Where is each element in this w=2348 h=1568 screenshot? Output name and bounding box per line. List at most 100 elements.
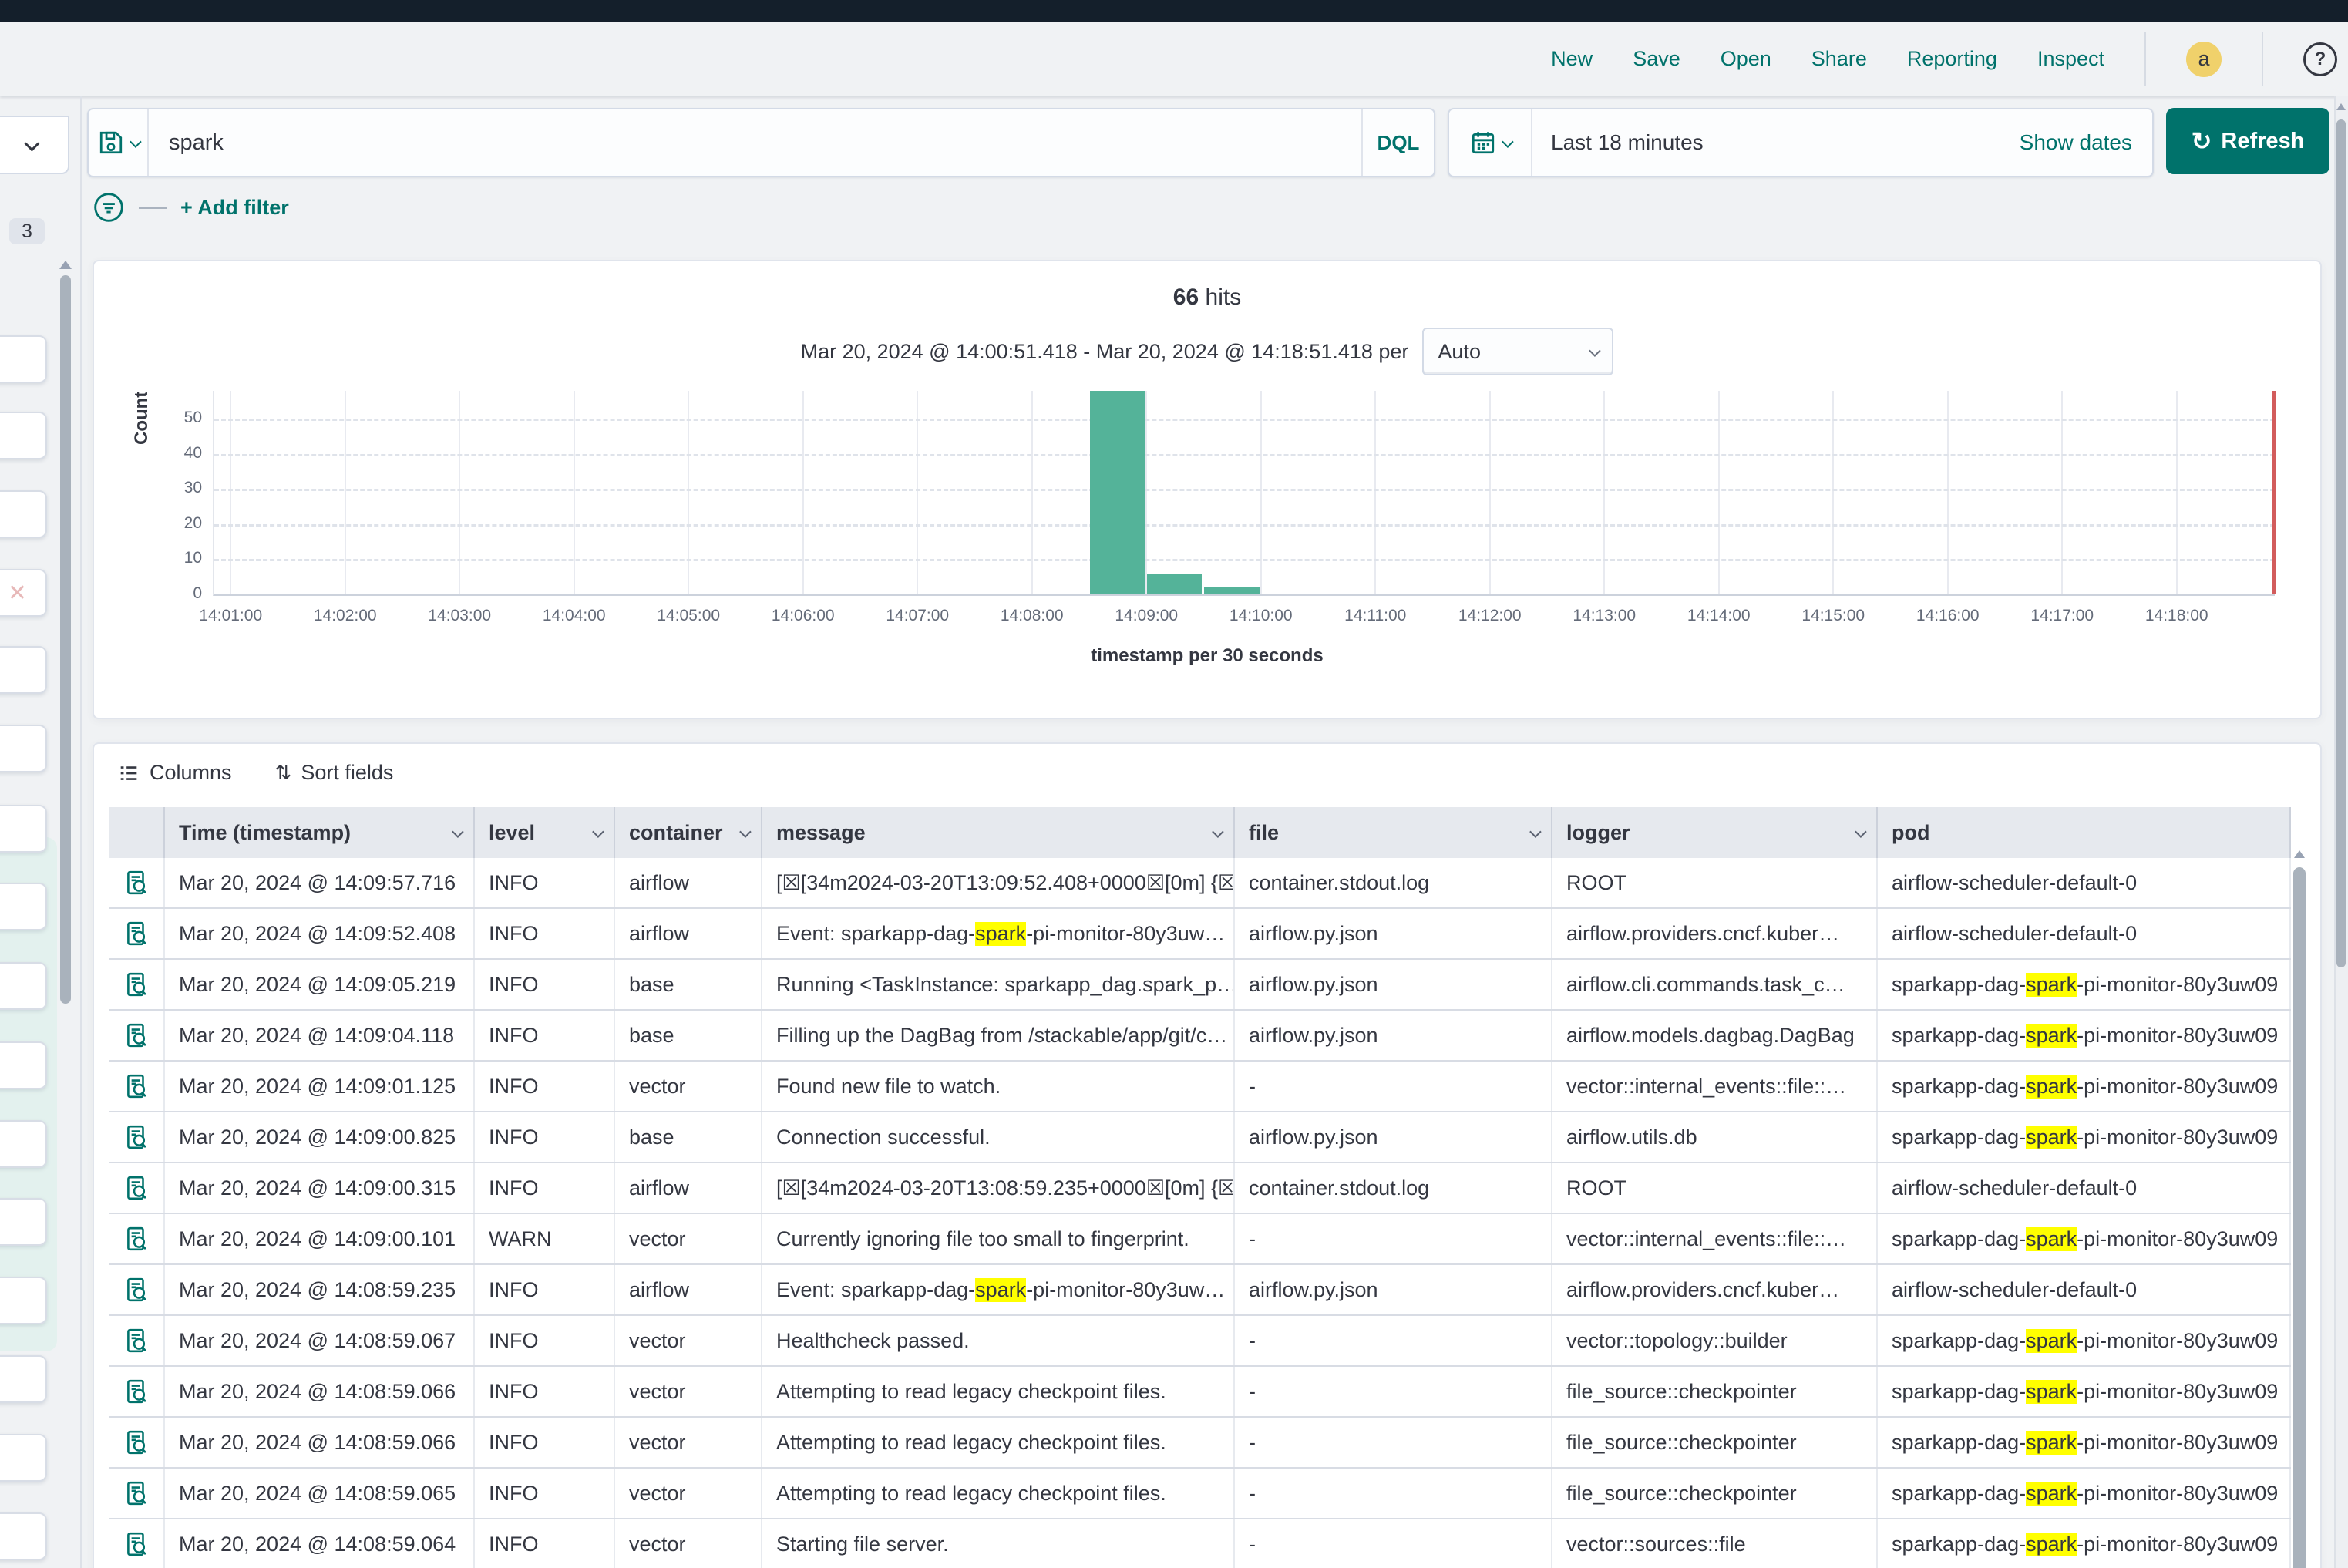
y-tick-label: 20 xyxy=(159,514,202,533)
sidebar-field-card[interactable]: ✕ xyxy=(0,569,47,617)
expand-row-button[interactable] xyxy=(109,1112,165,1162)
sidebar-field-card[interactable] xyxy=(0,490,47,538)
sidebar-field-card[interactable] xyxy=(0,962,47,1010)
expand-row-button[interactable] xyxy=(109,1418,165,1467)
column-header-label: pod xyxy=(1892,821,1929,845)
sidebar-scroll-up-arrow[interactable] xyxy=(59,261,72,269)
table-scroll-up-arrow[interactable] xyxy=(2294,850,2305,858)
chevron-down-icon[interactable] xyxy=(1529,826,1542,838)
nav-new-button[interactable]: New xyxy=(1551,47,1593,71)
chevron-down-icon[interactable] xyxy=(1855,826,1867,838)
chevron-down-icon[interactable] xyxy=(1212,826,1224,838)
discover-page: NewSaveOpenShareReportingInspect a ? 3 ✕… xyxy=(0,0,2348,1568)
columns-button[interactable]: Columns xyxy=(117,761,232,785)
sidebar-field-card[interactable] xyxy=(0,646,47,694)
expand-row-button[interactable] xyxy=(109,1163,165,1213)
cell-pod: sparkapp-dag-spark-pi-monitor-80y3uw09 xyxy=(1878,1316,2291,1365)
histogram-bar[interactable] xyxy=(1147,574,1202,594)
x-gridline xyxy=(1031,391,1033,594)
expand-row-button[interactable] xyxy=(109,1265,165,1314)
expand-row-button[interactable] xyxy=(109,1011,165,1060)
sidebar-collapse-button[interactable] xyxy=(0,116,69,174)
expand-row-button[interactable] xyxy=(109,960,165,1009)
x-gridline xyxy=(688,391,689,594)
filter-icon[interactable] xyxy=(93,191,125,224)
column-header-logger[interactable]: logger xyxy=(1552,807,1878,858)
show-dates-button[interactable]: Show dates xyxy=(2020,130,2152,155)
remove-field-icon[interactable]: ✕ xyxy=(8,580,27,607)
expand-row-button[interactable] xyxy=(109,1062,165,1111)
sidebar-field-card[interactable] xyxy=(0,412,47,459)
inspect-document-icon xyxy=(123,1022,150,1048)
table-scrollbar[interactable] xyxy=(2293,867,2306,1568)
nav-share-button[interactable]: Share xyxy=(1811,47,1867,71)
column-header-pod[interactable]: pod xyxy=(1878,807,2291,858)
sidebar-field-card[interactable] xyxy=(0,1198,47,1246)
quick-select-menu-button[interactable] xyxy=(1449,109,1532,176)
sort-fields-button[interactable]: ⇅ Sort fields xyxy=(275,761,394,785)
nav-save-button[interactable]: Save xyxy=(1633,47,1680,71)
search-input[interactable]: spark xyxy=(149,130,1361,156)
expand-row-button[interactable] xyxy=(109,1316,165,1365)
sidebar-scrollbar[interactable] xyxy=(60,275,71,1004)
column-header-container[interactable]: container xyxy=(615,807,762,858)
histogram-bar[interactable] xyxy=(1204,587,1259,594)
interval-select[interactable]: Auto xyxy=(1422,328,1613,375)
columns-list-icon xyxy=(117,762,140,785)
cell-logger: airflow.models.dagbag.DagBag xyxy=(1552,1011,1878,1060)
help-icon[interactable]: ? xyxy=(2303,42,2337,76)
sidebar-field-card[interactable] xyxy=(0,335,47,383)
column-header-message[interactable]: message xyxy=(762,807,1235,858)
sidebar-field-card[interactable] xyxy=(0,1041,47,1089)
sidebar-field-card[interactable] xyxy=(0,805,47,853)
page-scroll-up-arrow[interactable] xyxy=(2336,103,2346,110)
x-tick-label: 14:03:00 xyxy=(394,607,525,625)
expand-row-button[interactable] xyxy=(109,909,165,958)
expand-row-button[interactable] xyxy=(109,1469,165,1518)
histogram-panel: 66 hits Mar 20, 2024 @ 14:00:51.418 - Ma… xyxy=(93,260,2322,719)
time-range-value[interactable]: Last 18 minutes xyxy=(1532,130,2020,155)
sidebar-divider xyxy=(80,96,82,1568)
chevron-down-icon[interactable] xyxy=(739,826,752,838)
x-tick-label: 14:06:00 xyxy=(738,607,869,625)
nav-reporting-button[interactable]: Reporting xyxy=(1907,47,1997,71)
column-header-label: message xyxy=(776,821,866,845)
cell-time: Mar 20, 2024 @ 14:08:59.065 xyxy=(165,1469,475,1518)
sidebar-field-card[interactable] xyxy=(0,725,47,772)
query-language-button[interactable]: DQL xyxy=(1361,109,1434,176)
chevron-down-icon xyxy=(25,136,40,152)
sidebar-field-card[interactable] xyxy=(0,1355,47,1403)
histogram-bar[interactable] xyxy=(1090,391,1145,594)
nav-open-button[interactable]: Open xyxy=(1721,47,1771,71)
sidebar-field-card[interactable] xyxy=(0,1120,47,1168)
column-header-file[interactable]: file xyxy=(1235,807,1552,858)
chevron-down-icon[interactable] xyxy=(452,826,464,838)
saved-query-menu-button[interactable] xyxy=(89,109,149,176)
column-header-time[interactable]: Time (timestamp) xyxy=(165,807,475,858)
expand-row-button[interactable] xyxy=(109,1214,165,1263)
x-tick-label: 14:09:00 xyxy=(1081,607,1212,625)
cell-message: Currently ignoring file too small to fin… xyxy=(762,1214,1235,1263)
sidebar-field-card[interactable] xyxy=(0,1434,47,1482)
add-filter-button[interactable]: + Add filter xyxy=(180,196,289,220)
cell-file: airflow.py.json xyxy=(1235,1265,1552,1314)
sidebar-field-card[interactable] xyxy=(0,883,47,930)
nav-inspect-button[interactable]: Inspect xyxy=(2037,47,2104,71)
sidebar-field-card[interactable] xyxy=(0,1277,47,1324)
expand-row-button[interactable] xyxy=(109,858,165,907)
sidebar-field-card[interactable] xyxy=(0,1512,47,1560)
chevron-down-icon[interactable] xyxy=(592,826,604,838)
filter-drag-handle xyxy=(139,207,167,209)
expand-row-button[interactable] xyxy=(109,1367,165,1416)
cell-message: Starting file server. xyxy=(762,1519,1235,1568)
cell-logger: airflow.providers.cncf.kuber… xyxy=(1552,1265,1878,1314)
inspect-document-icon xyxy=(123,1531,150,1557)
expand-row-button[interactable] xyxy=(109,1519,165,1568)
column-header-level[interactable]: level xyxy=(475,807,615,858)
avatar[interactable]: a xyxy=(2186,42,2222,77)
cell-container: vector xyxy=(615,1469,762,1518)
top-app-bar xyxy=(0,0,2348,22)
refresh-button[interactable]: ↻ Refresh xyxy=(2166,108,2329,174)
page-scrollbar[interactable] xyxy=(2336,119,2346,967)
cell-file: container.stdout.log xyxy=(1235,1163,1552,1213)
